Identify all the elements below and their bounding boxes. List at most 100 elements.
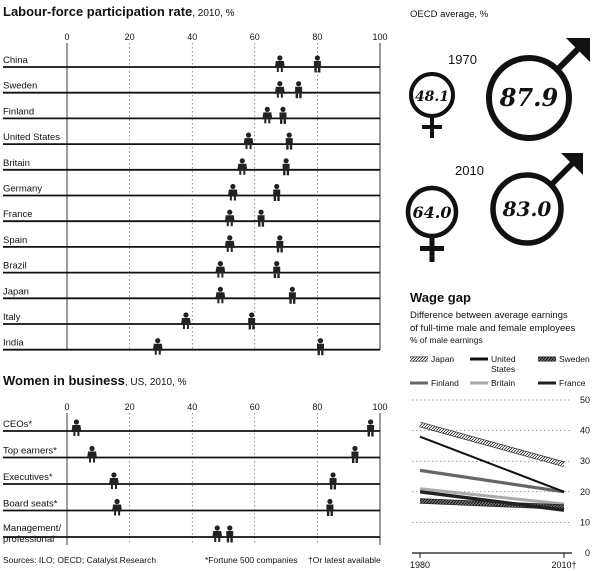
chart1-woman-marker bbox=[180, 312, 191, 329]
chart2-title: Women in business, US, 2010, % bbox=[3, 373, 187, 388]
chart1-label: Japan bbox=[3, 286, 29, 297]
chart1-woman-marker bbox=[227, 183, 238, 201]
footnote-latest: †Or latest available bbox=[308, 555, 381, 565]
chart1-woman-marker bbox=[152, 338, 163, 355]
chart1-man-marker bbox=[273, 183, 281, 201]
chart1-label: Brazil bbox=[3, 261, 27, 272]
chart1-tick-0: 0 bbox=[64, 32, 69, 42]
chart2-label: Board seats* bbox=[3, 499, 58, 510]
chart2-row: Executives* bbox=[3, 472, 380, 490]
chart1-woman-marker bbox=[215, 286, 226, 304]
chart1-man-marker bbox=[257, 209, 265, 227]
chart1-label: India bbox=[3, 338, 24, 349]
chart1-man-marker bbox=[282, 158, 290, 176]
chart2-woman-marker bbox=[212, 525, 223, 542]
footnote-sources: Sources: ILO; OECD; Catalyst Research bbox=[3, 555, 156, 565]
wage-xlabel-1: 2010† bbox=[551, 560, 576, 570]
wage-line-united-states bbox=[419, 435, 565, 493]
chart1-row: Sweden bbox=[3, 81, 380, 99]
chart1-row: Italy bbox=[3, 312, 380, 330]
wage-gap-subtitle-2: of full-time male and female employees bbox=[410, 323, 576, 334]
chart2-tick-80: 80 bbox=[312, 402, 322, 412]
wage-gap-title: Wage gap bbox=[410, 290, 471, 305]
wage-gap-unit: % of male earnings bbox=[410, 335, 483, 345]
chart1-man-marker bbox=[313, 55, 321, 73]
chart1-title: Labour-force participation rate, 2010, % bbox=[3, 4, 235, 19]
wage-line-finland bbox=[419, 468, 565, 494]
legend-label: France bbox=[559, 378, 586, 388]
chart1-tick-20: 20 bbox=[125, 32, 135, 42]
oecd-average-panel: OECD average, % 1970 48.1 87.9 2010 64.0 bbox=[405, 9, 590, 262]
chart1-man-marker bbox=[285, 132, 293, 150]
chart1-tick-80: 80 bbox=[312, 32, 322, 42]
chart1-tick-60: 60 bbox=[250, 32, 260, 42]
legend-label-cont: States bbox=[491, 364, 515, 374]
chart1-row: United States bbox=[3, 132, 380, 150]
chart1-woman-marker bbox=[262, 106, 273, 124]
chart1-row: Spain bbox=[3, 235, 380, 253]
chart2-woman-marker bbox=[108, 472, 119, 489]
wage-gap-subtitle-1: Difference between average earnings bbox=[410, 310, 568, 321]
chart1-row: India bbox=[3, 338, 380, 356]
female-value-1970: 48.1 bbox=[415, 89, 449, 105]
chart1-row: Finland bbox=[3, 106, 380, 124]
chart1-woman-marker bbox=[224, 235, 235, 252]
chart2-man-marker bbox=[326, 498, 334, 516]
chart1-label: United States bbox=[3, 132, 60, 143]
female-value-2010: 64.0 bbox=[413, 203, 452, 222]
chart1-tick-100: 100 bbox=[372, 32, 387, 42]
chart-women-in-business: Women in business, US, 2010, % 0 20 40 60 80… bbox=[3, 373, 388, 545]
oecd-year-2010: 2010 bbox=[455, 163, 484, 178]
chart2-row: Management/professional bbox=[3, 523, 380, 545]
chart2-label: Top earners* bbox=[3, 446, 57, 457]
chart1-row: Germany bbox=[3, 183, 380, 201]
chart1-woman-marker bbox=[237, 158, 248, 175]
chart1-man-marker bbox=[273, 261, 281, 279]
wage-ytick-30: 30 bbox=[580, 456, 590, 466]
chart1-man-marker bbox=[295, 81, 303, 99]
chart2-label: Management/ bbox=[3, 523, 61, 534]
wage-line-france bbox=[419, 490, 565, 512]
wage-ytick-50: 50 bbox=[580, 395, 590, 405]
chart2-row: CEOs* bbox=[3, 419, 380, 437]
legend-label: Sweden bbox=[559, 354, 590, 364]
male-value-1970: 87.9 bbox=[499, 83, 559, 112]
chart-wage-gap: Wage gap Difference between average earn… bbox=[410, 290, 590, 570]
chart1-label: Germany bbox=[3, 184, 42, 195]
chart1-row: France bbox=[3, 209, 380, 227]
chart1-label: Sweden bbox=[3, 81, 37, 92]
chart1-man-marker bbox=[276, 235, 284, 253]
chart2-woman-marker bbox=[71, 419, 82, 436]
chart2-woman-marker bbox=[112, 498, 123, 516]
chart2-man-marker bbox=[351, 445, 359, 463]
chart1-man-marker bbox=[248, 312, 256, 330]
legend-label: Japan bbox=[431, 354, 454, 364]
chart1-woman-marker bbox=[243, 132, 254, 150]
chart1-label: Spain bbox=[3, 235, 27, 246]
legend-label: Britain bbox=[491, 378, 515, 388]
chart1-label: China bbox=[3, 55, 29, 66]
chart2-row: Top earners* bbox=[3, 445, 380, 463]
chart2-tick-100: 100 bbox=[372, 402, 387, 412]
chart2-woman-marker bbox=[87, 445, 98, 463]
chart2-tick-0: 0 bbox=[64, 402, 69, 412]
chart-labour-force: Labour-force participation rate, 2010, %… bbox=[3, 4, 388, 356]
wage-ytick-40: 40 bbox=[580, 426, 590, 436]
chart2-man-marker bbox=[226, 525, 234, 543]
legend-label: Finland bbox=[431, 378, 459, 388]
chart1-label: Britain bbox=[3, 158, 30, 169]
chart1-label: Italy bbox=[3, 312, 21, 323]
chart1-woman-marker bbox=[274, 55, 285, 72]
chart1-label: Finland bbox=[3, 106, 34, 117]
chart2-tick-60: 60 bbox=[250, 402, 260, 412]
chart1-man-marker bbox=[317, 338, 325, 356]
chart2-label-cont: professional bbox=[3, 534, 54, 545]
wage-line-britain bbox=[419, 487, 565, 506]
chart1-label: France bbox=[3, 209, 33, 220]
oecd-year-1970: 1970 bbox=[448, 52, 477, 67]
chart2-man-marker bbox=[329, 472, 337, 490]
female-symbol-1970: 48.1 bbox=[409, 72, 455, 138]
chart2-tick-40: 40 bbox=[187, 402, 197, 412]
chart2-tick-20: 20 bbox=[125, 402, 135, 412]
